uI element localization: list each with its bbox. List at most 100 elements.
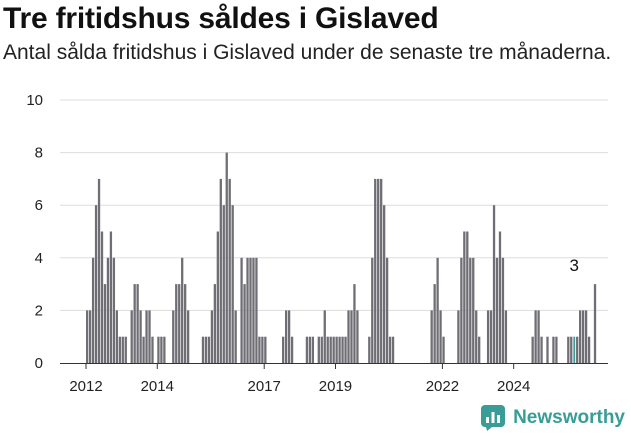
bar <box>332 336 335 363</box>
latest-value-annotation: 3 <box>570 256 579 275</box>
bar <box>463 231 466 363</box>
bar <box>290 336 294 363</box>
bar <box>495 257 499 363</box>
y-axis-ticks: 0 2 4 6 8 10 <box>26 92 43 372</box>
y-tick-label: 8 <box>35 145 43 162</box>
bar <box>264 336 267 363</box>
bar <box>472 257 475 363</box>
bar <box>175 284 178 363</box>
bar <box>88 310 92 363</box>
bar <box>584 310 588 363</box>
bar <box>118 336 121 363</box>
bar <box>178 284 181 363</box>
bar <box>460 257 463 363</box>
bar <box>567 336 570 363</box>
bar <box>308 336 312 363</box>
bar <box>546 336 549 363</box>
bar <box>213 284 217 363</box>
bar <box>106 257 110 363</box>
bar <box>246 257 249 363</box>
y-tick-label: 2 <box>35 302 43 319</box>
bar <box>374 178 377 363</box>
y-tick-label: 4 <box>35 250 43 267</box>
bar <box>228 178 231 363</box>
bar <box>350 310 353 363</box>
bar <box>540 336 543 363</box>
x-tick-label: 2024 <box>497 378 530 395</box>
bar <box>552 336 555 363</box>
bar <box>121 336 124 363</box>
newsworthy-logo-icon <box>481 405 506 431</box>
bar <box>385 257 389 363</box>
bar <box>222 205 225 363</box>
bar <box>469 257 472 363</box>
bar <box>504 310 508 363</box>
bar <box>130 310 133 363</box>
bar <box>442 336 445 363</box>
bar <box>287 310 291 363</box>
bar <box>305 336 309 363</box>
bar <box>576 336 579 363</box>
x-tick-label: 2019 <box>319 378 352 395</box>
bar <box>436 257 439 363</box>
bar <box>100 231 104 363</box>
bar <box>579 310 582 363</box>
bar <box>234 310 237 363</box>
bar <box>356 310 359 363</box>
bar <box>282 336 285 363</box>
bar <box>383 205 386 363</box>
bar <box>136 284 139 363</box>
x-tick-label: 2022 <box>426 378 459 395</box>
bar <box>103 284 107 363</box>
bar <box>338 336 341 363</box>
bar <box>261 336 264 363</box>
bar <box>124 336 127 363</box>
bar <box>320 336 323 363</box>
bar <box>160 336 163 363</box>
bar <box>581 310 585 363</box>
brand-name: Newsworthy <box>513 407 625 428</box>
bar <box>475 310 478 363</box>
bar <box>184 284 187 363</box>
bar <box>210 310 214 363</box>
bar <box>498 231 502 363</box>
bar <box>86 310 89 363</box>
bar <box>478 336 481 363</box>
chart-bars <box>86 152 597 363</box>
bar <box>145 310 148 363</box>
bar <box>255 257 258 363</box>
bar <box>537 310 540 363</box>
bar <box>201 336 205 363</box>
bar <box>181 257 184 363</box>
bar <box>570 336 573 363</box>
bar <box>531 336 534 363</box>
bar <box>207 336 211 363</box>
bar <box>94 205 98 363</box>
bar <box>457 310 460 363</box>
bar <box>317 336 320 363</box>
bar <box>489 310 493 363</box>
bar <box>115 310 118 363</box>
newsworthy-brand: Newsworthy <box>481 405 625 431</box>
bar <box>148 310 151 363</box>
bar <box>593 284 597 363</box>
bar <box>501 257 505 363</box>
bar <box>380 178 383 363</box>
bar <box>391 336 395 363</box>
bar <box>329 336 332 363</box>
bar <box>157 336 160 363</box>
bar <box>151 336 154 363</box>
bar <box>492 205 496 363</box>
bar <box>430 310 433 363</box>
x-tick-label: 2017 <box>248 378 281 395</box>
bar <box>186 310 190 363</box>
x-axis-ticks: 2012 2014 2017 2019 2022 2024 <box>69 363 530 395</box>
highlight-bar <box>573 336 576 363</box>
chart-gridlines <box>60 99 608 311</box>
bar <box>240 257 243 363</box>
bar <box>486 310 490 363</box>
bar <box>466 231 469 363</box>
bar <box>225 152 228 363</box>
bar <box>109 231 113 363</box>
